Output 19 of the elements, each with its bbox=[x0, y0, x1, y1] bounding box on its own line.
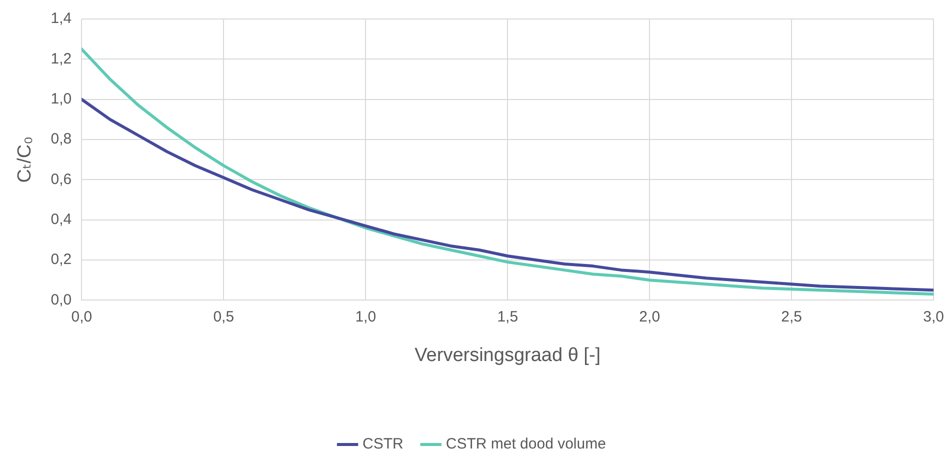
x-tick-label: 0,5 bbox=[213, 308, 234, 326]
y-tick-label: 0,0 bbox=[50, 291, 72, 308]
y-tick-label: 1,0 bbox=[50, 90, 72, 108]
x-axis-title: Verversingsgraad θ [-] bbox=[414, 344, 601, 366]
y-tick-label: 1,4 bbox=[50, 10, 72, 28]
y-tick-label: 0,8 bbox=[50, 130, 72, 148]
y-axis-title: Cₜ/C₀ bbox=[14, 136, 36, 183]
x-tick-label: 2,0 bbox=[639, 308, 660, 326]
y-tick-label: 0,2 bbox=[50, 251, 72, 268]
x-tick-label: 3,0 bbox=[923, 308, 944, 326]
x-tick-label: 0,0 bbox=[71, 308, 92, 326]
x-tick-label: 1,5 bbox=[497, 308, 518, 326]
x-tick-label: 1,0 bbox=[355, 308, 376, 326]
legend-label: CSTR met dood volume bbox=[446, 436, 606, 453]
y-tick-label: 1,2 bbox=[50, 50, 72, 68]
y-tick-label: 0,6 bbox=[50, 170, 72, 188]
y-tick-label: 0,4 bbox=[50, 211, 72, 228]
legend-label: CSTR bbox=[362, 436, 404, 453]
x-tick-label: 2,5 bbox=[781, 308, 802, 326]
